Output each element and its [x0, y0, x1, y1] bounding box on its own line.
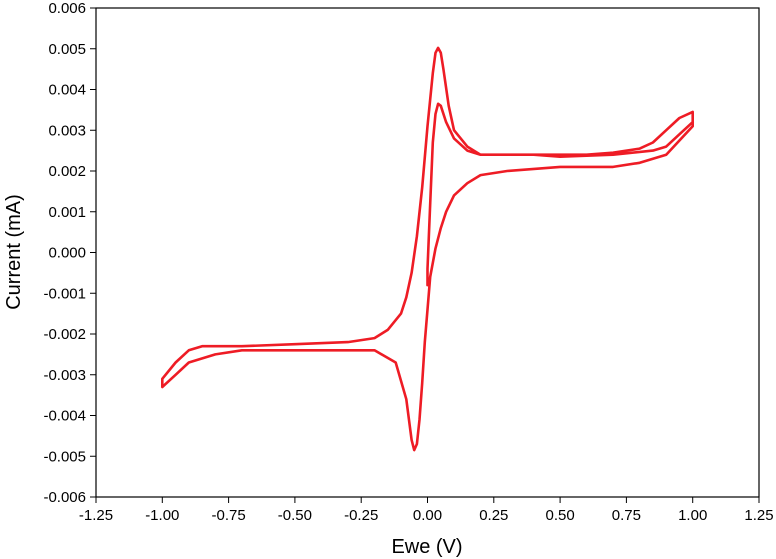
y-tick-label: -0.004 [43, 408, 86, 425]
y-tick-label: -0.002 [43, 326, 86, 343]
x-tick-label: -1.25 [79, 507, 113, 524]
x-tick-label: 1.25 [744, 507, 773, 524]
y-tick-label: 0.003 [48, 122, 86, 139]
x-tick-label: 0.00 [413, 507, 442, 524]
x-tick-label: 0.50 [545, 507, 574, 524]
y-tick-label: -0.006 [43, 489, 86, 506]
y-tick-label: 0.000 [48, 245, 86, 262]
x-axis: -1.25 -1.00 -0.75 -0.50 -0.25 0.00 0.25 0.50 0.7… [79, 497, 774, 524]
x-axis-title: Ewe (V) [391, 536, 462, 558]
y-axis-title: Current (mA) [3, 194, 25, 310]
y-tick-label: 0.002 [48, 163, 86, 180]
x-tick-label: -0.50 [278, 507, 312, 524]
x-tick-label: 0.75 [612, 507, 641, 524]
y-tick-label: -0.003 [43, 367, 86, 384]
y-axis: -0.006 -0.005 -0.004 -0.003 -0.002 -0.001 0.00… [43, 0, 96, 506]
y-tick-label: 0.001 [48, 204, 86, 221]
y-tick-label: -0.005 [43, 448, 86, 465]
y-tick-label: 0.004 [48, 82, 86, 99]
y-tick-label: 0.005 [48, 41, 86, 58]
x-tick-label: 1.00 [678, 507, 707, 524]
x-tick-label: -1.00 [145, 507, 179, 524]
cv-series-line-0 [161, 46, 694, 452]
y-tick-label: -0.001 [43, 285, 86, 302]
x-tick-label: -0.75 [211, 507, 245, 524]
series-layer [161, 46, 694, 452]
x-tick-label: 0.25 [479, 507, 508, 524]
x-tick-label: -0.25 [344, 507, 378, 524]
y-tick-label: 0.006 [48, 0, 86, 17]
